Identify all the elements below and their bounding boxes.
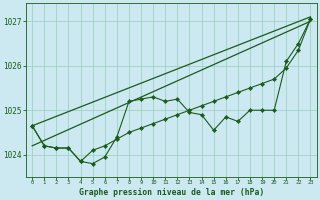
X-axis label: Graphe pression niveau de la mer (hPa): Graphe pression niveau de la mer (hPa)	[79, 188, 264, 197]
